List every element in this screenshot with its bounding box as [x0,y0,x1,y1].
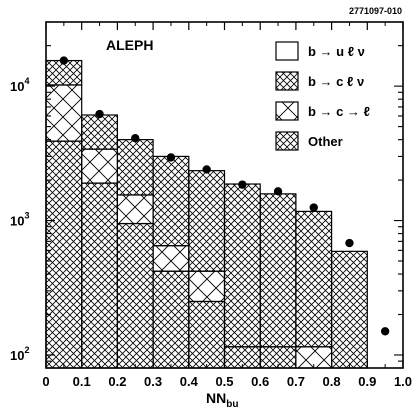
data-point [131,133,140,143]
bar-cross-sparse-bin-4 [188,270,226,303]
x-axis-label-main: NN [206,390,226,406]
data-point [202,165,211,174]
bar-cross-dense-bin-2 [116,222,154,369]
x-axis-label-sub: bu [226,399,238,410]
bar-cross-dense-bin-3 [152,270,190,369]
bar-cross-dense-bin-4 [188,300,226,369]
x-tick-labels: 0 0.1 0.2 0.3 0.4 0.5 0.6 0.7 0.8 0.9 1.0 [42,374,412,389]
bar-cross-sparse-bin-2 [116,194,154,225]
bar-cross-dense-bin-1 [81,114,118,150]
data-point [238,180,247,189]
bar-cross-sparse-bin-1 [81,148,118,184]
x-tick-label: 0 [42,374,49,389]
bar-cross-sparse-bin-3 [152,245,190,272]
legend-swatch [275,131,299,151]
legend-label: b → c ℓ ν [308,74,364,89]
x-tick-label: 1.0 [394,374,412,389]
data-points [59,56,390,336]
bar-cross-dense-bin-4 [188,170,226,272]
legend-swatch [275,41,299,61]
bar-cross-dense-bin-0 [45,140,83,369]
bar-cross-dense-bin-3 [152,155,190,247]
reference-id: 2771097-010 [349,6,402,16]
y-tick-label: 103 [10,211,29,229]
y-tick-label: 104 [10,76,29,94]
legend-swatch [275,71,299,91]
x-tick-label: 0.4 [180,374,199,389]
x-tick-label: 0.6 [251,374,269,389]
bar-cross-dense-bin-1 [81,182,118,369]
legend: b → u ℓ ν b → c ℓ ν b → c → ℓ Other [275,41,370,151]
experiment-label: ALEPH [106,37,153,53]
data-point [59,56,69,65]
x-tick-label: 0.8 [323,374,341,389]
bar-cross-dense-bin-5 [223,183,261,348]
y-tick-labels: 102 103 104 [10,76,29,363]
legend-label: Other [308,134,343,149]
bar-cross-dense-bin-6 [259,193,297,348]
data-point [95,109,104,119]
stacked-bars [45,59,368,369]
bar-cross-dense-bin-7 [295,210,333,348]
x-tick-label: 0.9 [358,374,376,389]
legend-swatch [275,101,299,121]
x-tick-label: 0.1 [73,374,91,389]
bar-cross-dense-bin-8 [331,250,368,369]
x-axis-label: NNbu [206,390,238,410]
data-point [273,187,283,196]
legend-label: b → c → ℓ [308,104,370,119]
data-point [345,238,354,248]
y-axis-ticks [46,21,403,369]
data-point [380,327,390,336]
bar-cross-dense-bin-2 [116,139,154,196]
data-point [309,203,318,212]
data-point [166,153,176,162]
y-tick-label: 102 [10,345,29,363]
x-tick-label: 0.3 [144,374,162,389]
legend-label: b → u ℓ ν [308,44,365,59]
x-tick-label: 0.5 [215,374,233,389]
x-tick-label: 0.7 [287,374,305,389]
bar-cross-sparse-bin-0 [45,84,83,142]
x-tick-label: 0.2 [108,374,126,389]
x-axis-ticks [45,22,404,368]
